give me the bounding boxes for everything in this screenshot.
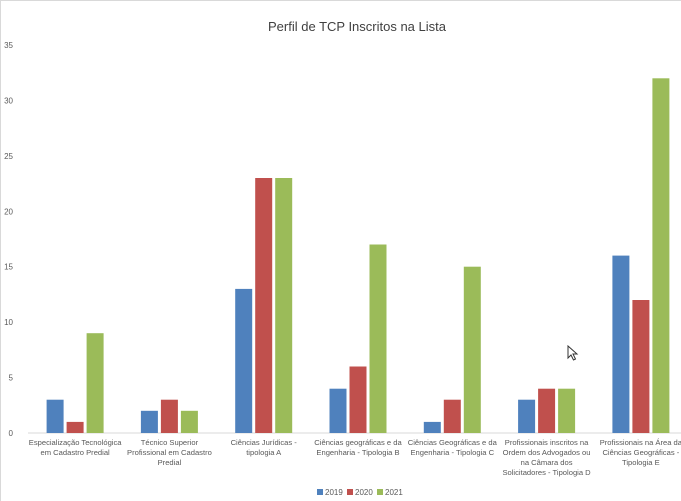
x-category-label: Profissionais inscritos na Ordem dos Advo… bbox=[502, 438, 591, 477]
legend-label-2021: 2021 bbox=[385, 488, 403, 497]
bar-2020 bbox=[443, 399, 461, 433]
bar-2019 bbox=[46, 399, 64, 433]
y-tick-label: 5 bbox=[9, 374, 14, 383]
bar-2021 bbox=[463, 266, 481, 433]
y-tick-label: 20 bbox=[4, 207, 13, 216]
bar-2021 bbox=[275, 178, 293, 433]
bar-2021 bbox=[180, 410, 198, 433]
legend-label-2019: 2019 bbox=[325, 488, 343, 497]
bar-2019 bbox=[140, 410, 158, 433]
legend: 2019 2020 2021 bbox=[317, 488, 403, 497]
x-category-label: Técnico Superior Profissional em Cadastro… bbox=[127, 438, 212, 467]
bar-2020 bbox=[538, 388, 556, 433]
bar-2021 bbox=[558, 388, 576, 433]
y-tick-label: 10 bbox=[4, 318, 13, 327]
legend-swatch-2021 bbox=[377, 489, 383, 495]
x-category-label: Ciências Jurídicas -tipologia A bbox=[231, 438, 298, 457]
y-axis: 0 5 10 15 20 25 30 35 bbox=[4, 41, 681, 438]
bar-2020 bbox=[66, 421, 84, 433]
legend-swatch-2019 bbox=[317, 489, 323, 495]
y-tick-label: 0 bbox=[9, 429, 14, 438]
bar-2019 bbox=[329, 388, 347, 433]
bar-2020 bbox=[632, 300, 650, 433]
bar-2021 bbox=[652, 78, 670, 434]
x-category-label: Profissionais na Área da Ciências Geográf… bbox=[600, 438, 681, 467]
y-tick-label: 15 bbox=[4, 263, 13, 272]
x-category-label: Ciências Geográficas e da Engenharia - Ti… bbox=[408, 438, 498, 457]
legend-swatch-2020 bbox=[347, 489, 353, 495]
bar-2020 bbox=[160, 399, 178, 433]
bar-2019 bbox=[518, 399, 536, 433]
legend-label-2020: 2020 bbox=[355, 488, 373, 497]
bar-2020 bbox=[255, 178, 273, 433]
bar-series-group bbox=[46, 78, 670, 434]
x-category-label: Ciências geográficas e da Engenharia - Ti… bbox=[314, 438, 402, 457]
bar-2021 bbox=[369, 244, 387, 433]
bar-2021 bbox=[86, 333, 104, 433]
bar-2019 bbox=[423, 421, 441, 433]
mouse-pointer-icon bbox=[567, 345, 579, 361]
y-tick-label: 30 bbox=[4, 96, 13, 105]
bar-2019 bbox=[235, 288, 253, 433]
bar-2019 bbox=[612, 255, 630, 433]
y-tick-label: 35 bbox=[4, 41, 13, 50]
chart-title: Perfil de TCP Inscritos na Lista bbox=[268, 19, 447, 34]
x-axis-labels: Especialização Tecnológica em Cadastro Pr… bbox=[29, 438, 681, 477]
y-tick-label: 25 bbox=[4, 152, 13, 161]
bar-2020 bbox=[349, 366, 367, 433]
x-category-label: Especialização Tecnológica em Cadastro Pr… bbox=[29, 438, 123, 457]
